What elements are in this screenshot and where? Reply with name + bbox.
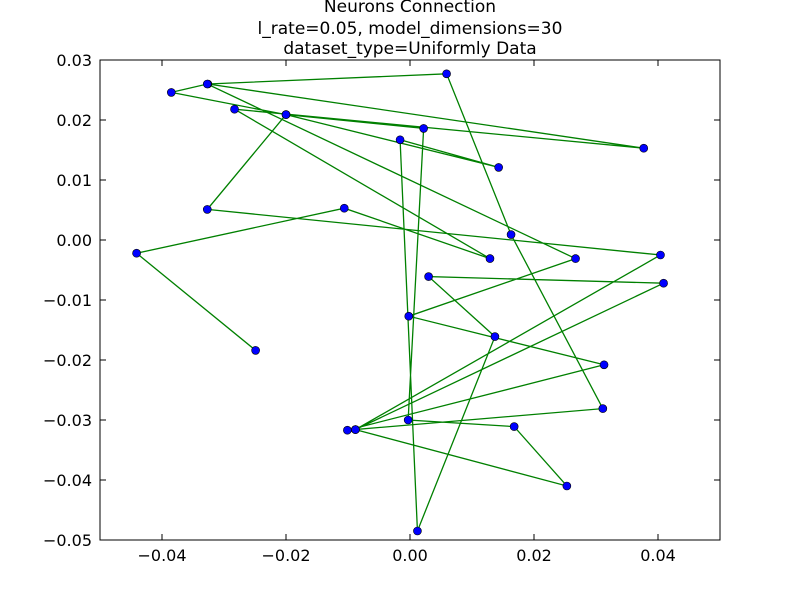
neuron-point xyxy=(485,254,495,263)
neuron-point xyxy=(598,404,608,413)
neuron-point xyxy=(656,250,665,260)
y-tick-label: 0.01 xyxy=(56,171,92,190)
neuron-point xyxy=(251,346,260,355)
neuron-point xyxy=(413,526,422,536)
y-tick-label: 0.03 xyxy=(56,51,92,70)
neuron-point xyxy=(202,79,212,89)
neuron-point xyxy=(490,332,500,341)
axis-ticks: −0.04 −0.02 0.00 0.02 0.04 0.03 0.02 0.01 0.00 −0… xyxy=(43,51,720,565)
neuron-point xyxy=(395,135,405,145)
x-tick-label: −0.04 xyxy=(137,546,186,565)
plot-area xyxy=(132,69,668,536)
x-tick-label: 0.04 xyxy=(640,546,676,565)
neuron-point xyxy=(403,415,413,425)
neuron-point xyxy=(599,360,609,370)
neuron-point xyxy=(506,230,516,239)
chart-title-line-1: Neurons Connection xyxy=(324,0,496,17)
x-tick-label: 0.02 xyxy=(516,546,552,565)
y-tick-label: 0.02 xyxy=(56,111,92,130)
neuron-point xyxy=(639,143,649,153)
chart-title-line-3: dataset_type=Uniformly Data xyxy=(283,39,536,59)
x-tick-label: 0.00 xyxy=(392,546,428,565)
chart-title: Neurons Connection l_rate=0.05, model_di… xyxy=(258,0,563,59)
neuron-point xyxy=(351,425,360,434)
neuron-point xyxy=(419,124,428,133)
neuron-point xyxy=(442,69,451,79)
neuron-point xyxy=(132,248,141,258)
neuron-point xyxy=(571,254,580,263)
neuron-point xyxy=(167,88,176,97)
neuron-connection-line xyxy=(135,73,664,532)
x-tick-label: −0.02 xyxy=(261,546,310,565)
chart-title-line-2: l_rate=0.05, model_dimensions=30 xyxy=(258,19,563,39)
y-tick-label: −0.03 xyxy=(43,411,92,430)
neuron-point xyxy=(230,104,239,114)
neuron-point xyxy=(404,311,414,321)
neuron-point xyxy=(424,272,433,281)
neuron-point xyxy=(281,110,291,119)
y-tick-label: −0.02 xyxy=(43,351,92,370)
neuron-point xyxy=(339,203,349,213)
neuron-point xyxy=(494,163,503,172)
neuron-point xyxy=(509,422,519,431)
y-tick-label: 0.00 xyxy=(56,231,92,250)
y-tick-label: −0.01 xyxy=(43,291,92,310)
y-tick-label: −0.05 xyxy=(43,531,92,550)
y-tick-label: −0.04 xyxy=(43,471,92,490)
neuron-point xyxy=(562,481,572,491)
neuron-point xyxy=(343,425,352,435)
neuron-point xyxy=(659,278,668,288)
neuron-point xyxy=(202,205,212,214)
